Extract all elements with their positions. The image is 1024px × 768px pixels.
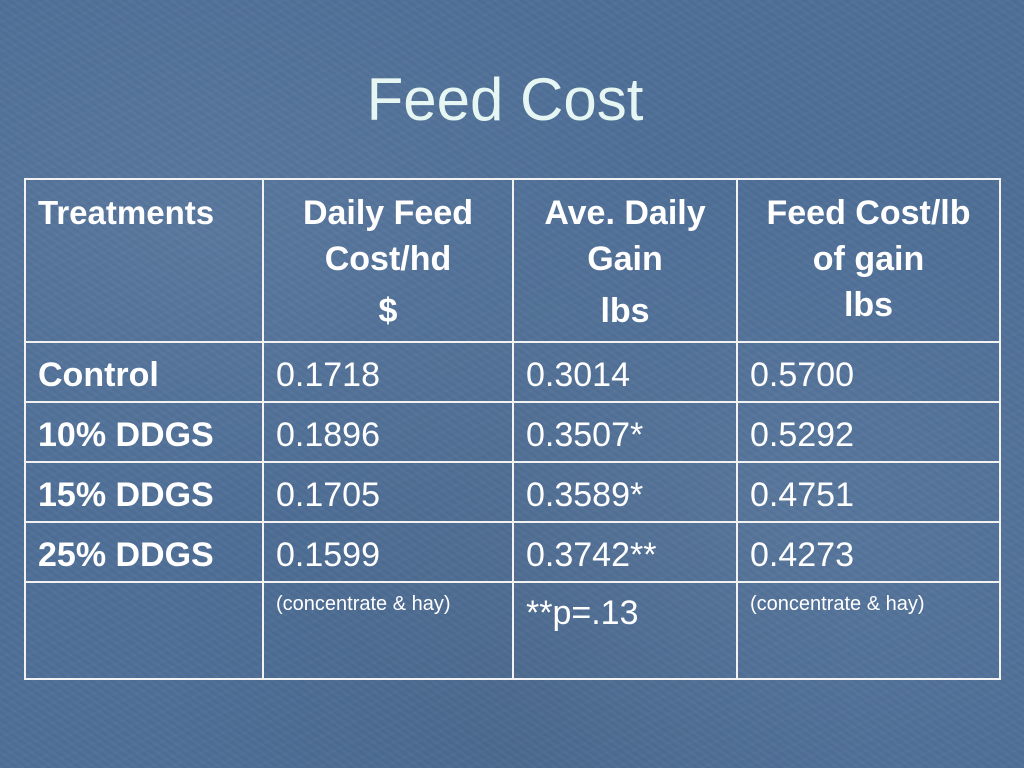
header-treatments-label: Treatments — [38, 194, 215, 231]
header-feed-cost-per-lb: Feed Cost/lb of gain lbs — [736, 178, 1001, 343]
daily-feed-cost-cell: 0.1599 — [262, 521, 514, 583]
header-daily-feed-cost-line2: Cost/hd — [324, 240, 452, 278]
header-ave-daily-gain: Ave. Daily Gain lbs — [512, 178, 738, 343]
table-header-row: Treatments Daily Feed Cost/hd $ Ave. Dai… — [24, 178, 1001, 343]
table-row: 15% DDGS 0.1705 0.3589* 0.4751 — [24, 461, 1001, 523]
treatment-cell: 10% DDGS — [24, 401, 264, 463]
treatment-cell: 15% DDGS — [24, 461, 264, 523]
ave-daily-gain-cell: 0.3589* — [512, 461, 738, 523]
feed-cost-per-lb-cell: 0.4273 — [736, 521, 1001, 583]
note-treatment-cell — [24, 581, 264, 680]
table-row: Control 0.1718 0.3014 0.5700 — [24, 341, 1001, 403]
daily-feed-cost-cell: 0.1705 — [262, 461, 514, 523]
daily-feed-cost-cell: 0.1718 — [262, 341, 514, 403]
daily-feed-cost-cell: 0.1896 — [262, 401, 514, 463]
slide-title: Feed Cost — [366, 66, 644, 133]
header-ave-daily-gain-line2: Gain — [587, 240, 663, 278]
header-ave-daily-gain-line1: Ave. Daily — [544, 194, 706, 232]
header-daily-feed-cost-unit: $ — [378, 292, 398, 330]
header-feed-cost-per-lb-line1: Feed Cost/lb — [766, 194, 971, 232]
ave-daily-gain-cell: 0.3742** — [512, 521, 738, 583]
note-daily-feed-cost-cell: (concentrate & hay) — [262, 581, 514, 680]
feed-cost-per-lb-cell: 0.4751 — [736, 461, 1001, 523]
header-feed-cost-per-lb-line2: of gain — [812, 240, 925, 278]
table-notes-row: (concentrate & hay) **p=.13 (concentrate… — [24, 581, 1001, 680]
header-feed-cost-per-lb-unit: lbs — [843, 286, 894, 324]
header-ave-daily-gain-unit: lbs — [600, 292, 650, 330]
feed-cost-table: Treatments Daily Feed Cost/hd $ Ave. Dai… — [24, 178, 1001, 680]
header-daily-feed-cost-line1: Daily Feed — [302, 194, 474, 232]
header-daily-feed-cost: Daily Feed Cost/hd $ — [262, 178, 514, 343]
treatment-cell: Control — [24, 341, 264, 403]
note-feed-cost-per-lb-cell: (concentrate & hay) — [736, 581, 1001, 680]
feed-cost-per-lb-cell: 0.5700 — [736, 341, 1001, 403]
note-ave-daily-gain-cell: **p=.13 — [512, 581, 738, 680]
table-row: 25% DDGS 0.1599 0.3742** 0.4273 — [24, 521, 1001, 583]
ave-daily-gain-cell: 0.3014 — [512, 341, 738, 403]
table-row: 10% DDGS 0.1896 0.3507* 0.5292 — [24, 401, 1001, 463]
header-treatments: Treatments — [24, 178, 264, 343]
treatment-cell: 25% DDGS — [24, 521, 264, 583]
ave-daily-gain-cell: 0.3507* — [512, 401, 738, 463]
feed-cost-per-lb-cell: 0.5292 — [736, 401, 1001, 463]
